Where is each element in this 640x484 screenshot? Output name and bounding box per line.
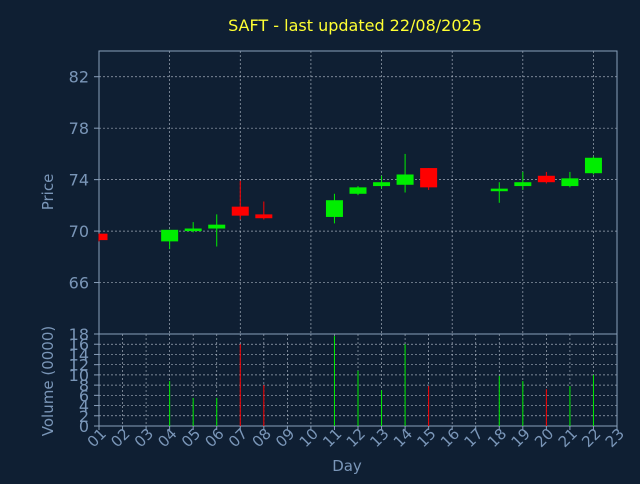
price-tick-label: 74 bbox=[69, 171, 89, 190]
x-tick-label: 15 bbox=[413, 425, 439, 451]
volume-axis-label: Volume (0000) bbox=[39, 326, 57, 436]
x-tick-label: 03 bbox=[131, 425, 157, 451]
candle-body bbox=[161, 229, 179, 242]
candle-body bbox=[208, 224, 226, 229]
candle-body bbox=[349, 187, 367, 194]
chart-title: SAFT - last updated 22/08/2025 bbox=[228, 16, 482, 35]
x-tick-label: 02 bbox=[107, 425, 133, 451]
candle-body bbox=[184, 228, 202, 232]
x-tick-label: 22 bbox=[578, 425, 604, 451]
x-tick-label: 09 bbox=[272, 425, 298, 451]
volume-tick-label: 6 bbox=[79, 386, 89, 405]
candle-body bbox=[99, 233, 108, 241]
candle-body bbox=[514, 182, 532, 187]
volume-tick-label: 8 bbox=[79, 376, 89, 395]
x-tick-label: 20 bbox=[531, 425, 557, 451]
candle-body bbox=[420, 168, 438, 188]
candle-body bbox=[490, 188, 508, 192]
candle-body bbox=[373, 182, 391, 187]
volume-tick-label: 0 bbox=[79, 417, 89, 436]
candle-body bbox=[584, 157, 602, 174]
candle-body bbox=[561, 178, 579, 187]
price-tick-label: 82 bbox=[69, 68, 89, 87]
x-tick-label: 11 bbox=[319, 425, 345, 451]
price-tick-label: 70 bbox=[69, 222, 89, 241]
price-axis-label: Price bbox=[39, 174, 57, 211]
x-tick-label: 14 bbox=[390, 425, 416, 451]
volume-tick-label: 18 bbox=[69, 325, 89, 344]
volume-panel: 0246810121416180102030405060708091011121… bbox=[69, 325, 628, 451]
x-tick-label: 08 bbox=[249, 425, 275, 451]
candle-body bbox=[255, 214, 273, 219]
x-axis-label: Day bbox=[332, 457, 362, 475]
x-tick-label: 07 bbox=[225, 425, 251, 451]
price-panel: 66 70 74 78 82 bbox=[69, 50, 618, 335]
x-tick-label: 10 bbox=[296, 425, 322, 451]
volume-tick-label: 10 bbox=[69, 366, 89, 385]
x-tick-label: 17 bbox=[460, 425, 486, 451]
volume-tick-label: 16 bbox=[69, 335, 89, 354]
x-tick-label: 23 bbox=[602, 425, 628, 451]
price-tick-label: 78 bbox=[69, 119, 89, 138]
x-tick-label: 13 bbox=[366, 425, 392, 451]
candle-body bbox=[231, 206, 249, 216]
x-tick-label: 06 bbox=[201, 425, 227, 451]
x-tick-label: 04 bbox=[154, 425, 180, 451]
price-tick-label: 66 bbox=[69, 274, 89, 293]
volume-tick-label: 4 bbox=[79, 397, 89, 416]
candle-body bbox=[325, 200, 343, 217]
candle-body bbox=[537, 175, 555, 183]
x-tick-label: 21 bbox=[555, 425, 581, 451]
x-tick-label: 18 bbox=[484, 425, 510, 451]
candle-body bbox=[396, 174, 414, 185]
x-tick-label: 19 bbox=[508, 425, 534, 451]
x-tick-label: 16 bbox=[437, 425, 463, 451]
x-tick-label: 12 bbox=[343, 425, 369, 451]
volume-tick-label: 12 bbox=[69, 356, 89, 375]
volume-tick-label: 14 bbox=[69, 345, 89, 364]
volume-tick-label: 2 bbox=[79, 407, 89, 426]
x-tick-label: 05 bbox=[178, 425, 204, 451]
